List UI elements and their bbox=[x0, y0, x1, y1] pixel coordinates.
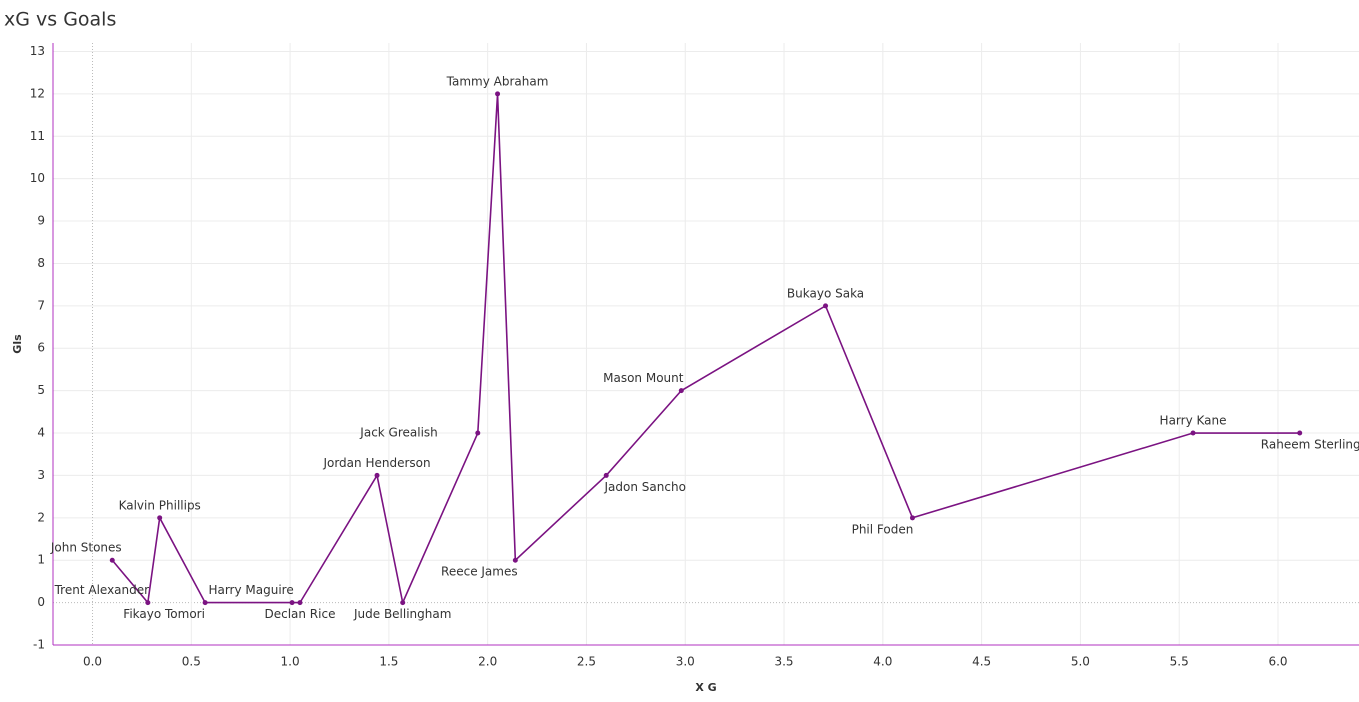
x-tick-label: 4.5 bbox=[972, 655, 991, 669]
point bbox=[374, 472, 380, 478]
y-tick-label: 10 bbox=[30, 171, 45, 185]
y-tick-label: 12 bbox=[30, 86, 45, 100]
point bbox=[145, 600, 151, 606]
x-tick-label: 6.0 bbox=[1268, 655, 1287, 669]
point-label: John Stones bbox=[50, 541, 122, 555]
point bbox=[1190, 430, 1196, 436]
point-label: Mason Mount bbox=[603, 371, 684, 385]
x-axis-title: X G bbox=[695, 681, 716, 694]
x-tick-label: 1.0 bbox=[281, 655, 300, 669]
y-tick-label: 4 bbox=[37, 426, 45, 440]
point bbox=[512, 557, 518, 563]
point-label: Reece James bbox=[441, 565, 518, 579]
point bbox=[400, 600, 406, 606]
y-tick-label: 11 bbox=[30, 129, 45, 143]
y-axis-title: Gls bbox=[11, 334, 24, 354]
y-tick-label: 7 bbox=[37, 298, 45, 312]
point-label: Bukayo Saka bbox=[787, 286, 864, 300]
x-tick-label: 0.0 bbox=[83, 655, 102, 669]
point bbox=[289, 600, 295, 606]
point bbox=[678, 388, 684, 394]
point bbox=[495, 91, 501, 97]
y-tick-label: 2 bbox=[37, 510, 45, 524]
point-label: Jadon Sancho bbox=[604, 480, 686, 494]
point bbox=[909, 515, 915, 521]
y-tick-label: 6 bbox=[37, 341, 45, 355]
point-label: Harry Maguire bbox=[208, 583, 293, 597]
y-tick-label: 13 bbox=[30, 44, 45, 58]
point-label: Trent Alexander bbox=[54, 583, 150, 597]
y-tick-label: 3 bbox=[37, 468, 45, 482]
point-label: Raheem Sterling bbox=[1261, 438, 1359, 452]
y-tick-label: 5 bbox=[37, 383, 45, 397]
point bbox=[603, 472, 609, 478]
point bbox=[823, 303, 829, 309]
point-label: Phil Foden bbox=[852, 522, 914, 536]
x-tick-label: 1.5 bbox=[379, 655, 398, 669]
point-label: Declan Rice bbox=[264, 607, 335, 621]
point bbox=[1297, 430, 1303, 436]
point-label: Kalvin Phillips bbox=[119, 498, 201, 512]
x-tick-label: 5.5 bbox=[1170, 655, 1189, 669]
x-tick-label: 2.5 bbox=[577, 655, 596, 669]
point bbox=[202, 600, 208, 606]
y-tick-label: 1 bbox=[37, 553, 45, 567]
point bbox=[109, 557, 115, 563]
x-tick-label: 3.5 bbox=[774, 655, 793, 669]
x-tick-label: 0.5 bbox=[182, 655, 201, 669]
x-tick-label: 3.0 bbox=[676, 655, 695, 669]
point-label: Fikayo Tomori bbox=[123, 607, 205, 621]
y-tick-label: 8 bbox=[37, 256, 45, 270]
chart-title: xG vs Goals bbox=[4, 9, 116, 31]
y-tick-label: -1 bbox=[33, 638, 45, 652]
point-label: Jude Bellingham bbox=[353, 607, 451, 621]
x-tick-label: 5.0 bbox=[1071, 655, 1090, 669]
x-tick-label: 4.0 bbox=[873, 655, 892, 669]
point-label: Jack Grealish bbox=[359, 426, 437, 440]
point bbox=[475, 430, 481, 436]
y-tick-label: 0 bbox=[37, 595, 45, 609]
point-label: Jordan Henderson bbox=[322, 456, 430, 470]
point-label: Tammy Abraham bbox=[446, 74, 549, 88]
point bbox=[157, 515, 163, 521]
y-tick-label: 9 bbox=[37, 214, 45, 228]
x-tick-label: 2.0 bbox=[478, 655, 497, 669]
point-label: Harry Kane bbox=[1160, 414, 1227, 428]
point bbox=[297, 600, 303, 606]
